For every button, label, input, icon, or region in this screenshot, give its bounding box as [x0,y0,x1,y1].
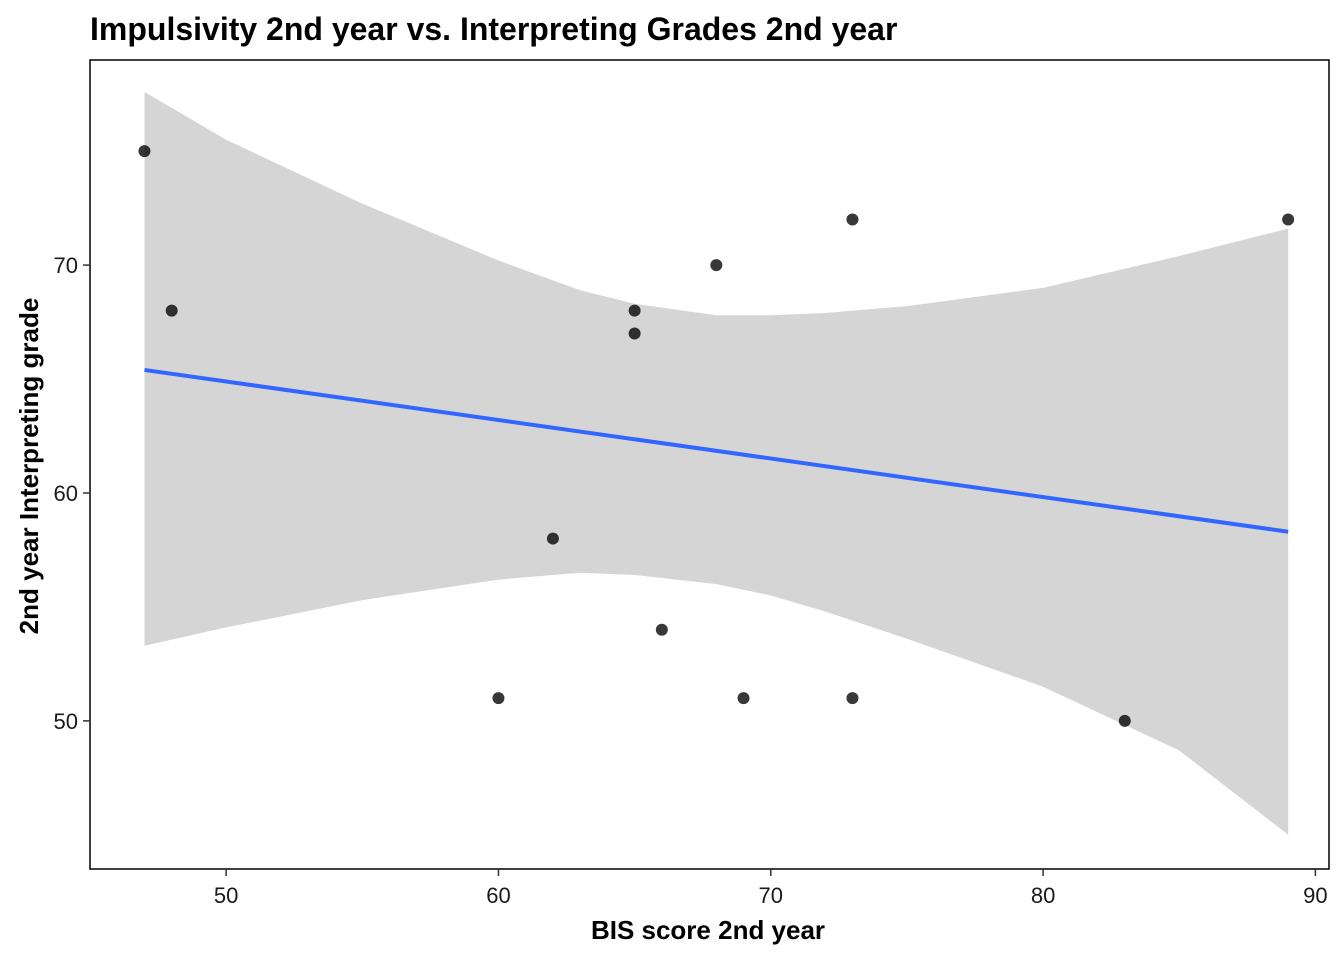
data-point [138,145,151,158]
data-point [492,692,505,705]
data-point [165,304,178,317]
trend-line-layer [144,367,1289,534]
x-axis-label: BIS score 2nd year [591,915,825,945]
data-point [628,327,641,340]
y-tick-label: 50 [54,709,78,734]
y-tick-label: 60 [54,481,78,506]
x-tick-label: 60 [486,883,510,908]
x-tick-label: 70 [759,883,783,908]
data-points-layer [138,145,1295,727]
data-point [846,692,859,705]
data-point [655,623,668,636]
data-point [710,259,723,272]
confidence-band [144,91,1289,835]
data-point [846,213,859,226]
regression-line [144,367,1289,534]
x-tick-label: 90 [1303,883,1327,908]
chart-title: Impulsivity 2nd year vs. Interpreting Gr… [90,11,897,47]
data-point [737,692,750,705]
data-point [1282,213,1295,226]
x-tick-label: 50 [214,883,238,908]
y-tick-label: 70 [54,253,78,278]
x-tick-label: 80 [1031,883,1055,908]
plot-panel-border [89,59,1330,870]
x-axis: 50 60 70 80 90 [214,869,1328,908]
data-point [1118,714,1131,727]
y-axis: 50 60 70 [54,253,90,734]
y-axis-label: 2nd year Interpreting grade [14,298,44,635]
data-point [546,532,559,545]
confidence-band-layer [144,91,1289,835]
data-point [628,304,641,317]
